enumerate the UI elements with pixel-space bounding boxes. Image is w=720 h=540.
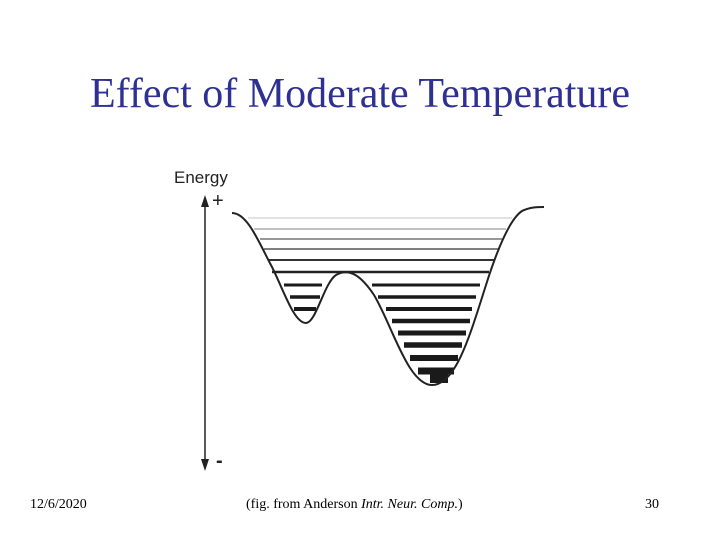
- energy-axis-label: Energy: [174, 168, 228, 187]
- minus-label: -: [216, 450, 223, 472]
- energy-levels: [248, 217, 512, 383]
- figure-caption: (fig. from Anderson Intr. Neur. Comp.): [246, 497, 463, 513]
- slide-date: 12/6/2020: [30, 497, 87, 512]
- axis-arrow-down-icon: [201, 459, 209, 471]
- caption-prefix: (fig. from Anderson: [246, 497, 362, 512]
- page-number: 30: [645, 497, 659, 512]
- slide-title: Effect of Moderate Temperature: [89, 71, 631, 117]
- plus-label: +: [212, 190, 224, 212]
- caption-suffix: ): [457, 497, 463, 512]
- energy-level-ground: [430, 371, 448, 383]
- energy-landscape-figure: Energy + -: [174, 168, 545, 472]
- axis-arrow-up-icon: [201, 195, 209, 207]
- energy-curve: [231, 206, 545, 387]
- caption-italic: Intr. Neur. Comp.: [361, 497, 458, 512]
